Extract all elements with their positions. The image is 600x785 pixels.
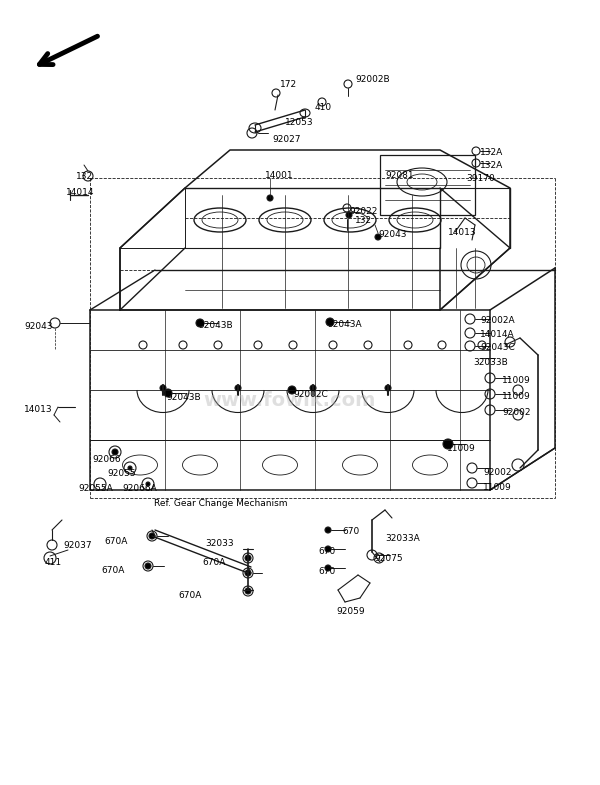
- Circle shape: [375, 234, 381, 240]
- Text: Ref. Gear Change Mechanism: Ref. Gear Change Mechanism: [154, 499, 287, 508]
- Text: 670A: 670A: [101, 566, 124, 575]
- Text: 12053: 12053: [285, 118, 314, 127]
- Text: 92002C: 92002C: [293, 390, 328, 399]
- Text: 92059: 92059: [336, 607, 365, 616]
- Text: 92043B: 92043B: [166, 393, 200, 402]
- Text: 92075: 92075: [374, 554, 403, 563]
- Text: 14013: 14013: [448, 228, 476, 237]
- Text: 32033: 32033: [205, 539, 233, 548]
- Text: 11009: 11009: [483, 483, 512, 492]
- Text: 92043: 92043: [24, 322, 53, 331]
- Text: 32033B: 32033B: [473, 358, 508, 367]
- Text: 670A: 670A: [104, 537, 127, 546]
- Circle shape: [310, 385, 316, 391]
- Circle shape: [146, 482, 150, 486]
- Text: 92066: 92066: [92, 455, 121, 464]
- Text: 670A: 670A: [202, 558, 226, 567]
- Text: 670A: 670A: [178, 591, 202, 600]
- Text: 11009: 11009: [502, 392, 531, 401]
- Text: 92043C: 92043C: [480, 343, 515, 352]
- Text: 132: 132: [76, 172, 93, 181]
- Circle shape: [325, 546, 331, 552]
- Text: 670: 670: [342, 527, 359, 536]
- Circle shape: [326, 318, 334, 326]
- Circle shape: [149, 533, 155, 539]
- Circle shape: [325, 527, 331, 533]
- Circle shape: [245, 570, 251, 576]
- Text: 132A: 132A: [480, 161, 503, 170]
- Text: 92043A: 92043A: [327, 320, 362, 329]
- Text: 92022: 92022: [349, 207, 377, 216]
- Text: 670: 670: [318, 567, 335, 576]
- Text: 92055: 92055: [107, 469, 136, 478]
- Circle shape: [160, 385, 166, 391]
- Text: www.fowik.com: www.fowik.com: [204, 390, 376, 410]
- Circle shape: [235, 385, 241, 391]
- Text: 92002: 92002: [502, 408, 530, 417]
- Text: 32033A: 32033A: [385, 534, 420, 543]
- Circle shape: [346, 212, 352, 218]
- Text: 14014: 14014: [66, 188, 95, 197]
- Text: 670: 670: [318, 547, 335, 556]
- Circle shape: [267, 195, 273, 201]
- Circle shape: [145, 563, 151, 569]
- Circle shape: [245, 588, 251, 594]
- FancyBboxPatch shape: [380, 155, 475, 215]
- Text: 92027: 92027: [272, 135, 301, 144]
- Text: 11009: 11009: [447, 444, 476, 453]
- Text: 92002: 92002: [483, 468, 511, 477]
- Circle shape: [325, 565, 331, 571]
- Circle shape: [112, 449, 118, 455]
- Circle shape: [196, 319, 204, 327]
- Text: 14001: 14001: [265, 171, 293, 180]
- Circle shape: [164, 389, 172, 397]
- Text: 92043: 92043: [378, 230, 407, 239]
- Text: 39170: 39170: [466, 174, 495, 183]
- Text: 132A: 132A: [480, 148, 503, 157]
- Circle shape: [245, 555, 251, 561]
- Text: 92066A: 92066A: [122, 484, 157, 493]
- Text: 92081: 92081: [385, 171, 413, 180]
- Text: 14013: 14013: [24, 405, 53, 414]
- Text: 92002B: 92002B: [355, 75, 389, 84]
- Circle shape: [443, 439, 453, 449]
- Text: 410: 410: [315, 103, 332, 112]
- Text: 92037: 92037: [63, 541, 92, 550]
- Circle shape: [385, 385, 391, 391]
- Text: 11009: 11009: [502, 376, 531, 385]
- Circle shape: [128, 466, 132, 470]
- Text: 92043B: 92043B: [198, 321, 233, 330]
- Text: 92002A: 92002A: [480, 316, 515, 325]
- Text: 172: 172: [280, 80, 297, 89]
- Circle shape: [288, 386, 296, 394]
- Text: 132: 132: [355, 216, 372, 225]
- Text: 14014A: 14014A: [480, 330, 515, 339]
- Text: 411: 411: [45, 558, 62, 567]
- Text: 92055A: 92055A: [78, 484, 113, 493]
